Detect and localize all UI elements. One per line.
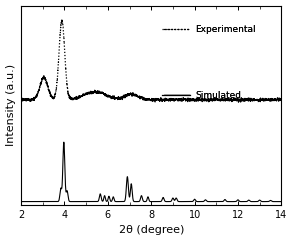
Experimental [257,101,260,104]
Simulated [129,188,132,191]
Simulated [62,141,66,144]
Simulated [259,199,262,202]
Y-axis label: Intensity (a.u.): Intensity (a.u.) [6,64,16,146]
Simulated [280,200,283,203]
Experimental [129,93,132,95]
X-axis label: 2θ (degree): 2θ (degree) [119,225,184,235]
Simulated [208,200,212,203]
Line: Experimental: Experimental [21,20,281,102]
Experimental [60,18,64,21]
Experimental [272,98,275,101]
Simulated [143,200,146,203]
Text: Simulated: Simulated [195,91,241,100]
Simulated [272,200,275,203]
Text: Experimental: Experimental [195,25,256,34]
Experimental [131,93,134,96]
Experimental [208,98,212,101]
Experimental [143,97,146,100]
Line: Simulated: Simulated [21,142,281,201]
Experimental [280,97,283,100]
Experimental [19,97,23,100]
Simulated [131,194,134,197]
Text: Experimental: Experimental [195,25,256,34]
Experimental [259,97,262,100]
Text: Simulated: Simulated [195,91,241,100]
Simulated [19,200,23,203]
